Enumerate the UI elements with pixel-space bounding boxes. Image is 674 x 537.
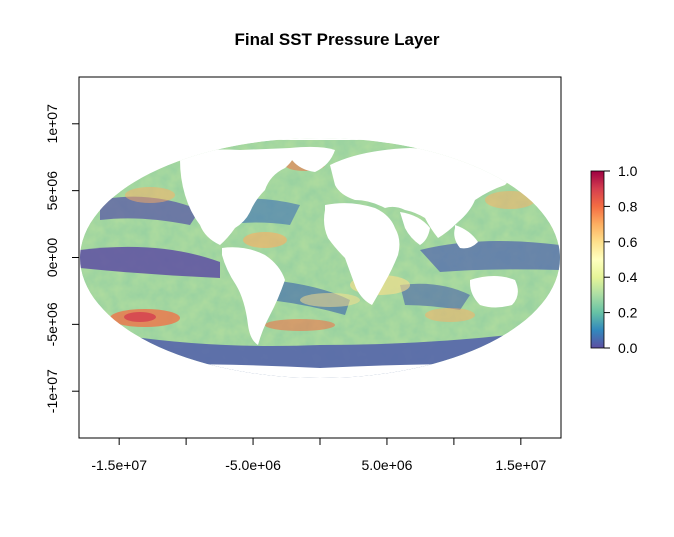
world-map xyxy=(80,138,560,378)
y-tick-label: 0e+00 xyxy=(44,238,60,278)
sst-pattern xyxy=(80,138,560,378)
y-tick-label: -5e+06 xyxy=(44,302,60,346)
y-tick-label: 1e+07 xyxy=(44,104,60,144)
x-axis: -1.5e+07 -5.0e+06 5.0e+06 1.5e+07 xyxy=(91,438,547,473)
legend-tick-label: 0.8 xyxy=(618,198,638,214)
y-tick-label: 5e+06 xyxy=(44,171,60,211)
legend-ticks: 0.0 0.2 0.4 0.6 0.8 1.0 xyxy=(604,163,638,356)
legend-colorbar xyxy=(590,170,605,349)
x-tick-label: 1.5e+07 xyxy=(495,457,546,473)
y-tick-label: -1e+07 xyxy=(44,369,60,413)
legend-tick-label: 1.0 xyxy=(618,163,638,179)
y-axis: 1e+07 5e+06 0e+00 -5e+06 -1e+07 xyxy=(44,104,79,413)
plot-title: Final SST Pressure Layer xyxy=(234,30,440,49)
legend-tick-label: 0.4 xyxy=(618,269,638,285)
legend-tick-label: 0.2 xyxy=(618,305,638,321)
color-legend: 0.0 0.2 0.4 0.6 0.8 1.0 xyxy=(590,163,638,356)
x-tick-label: -1.5e+07 xyxy=(91,457,147,473)
legend-tick-label: 0.0 xyxy=(618,340,638,356)
x-tick-label: -5.0e+06 xyxy=(225,457,281,473)
x-tick-label: 5.0e+06 xyxy=(361,457,412,473)
legend-tick-label: 0.6 xyxy=(618,234,638,250)
